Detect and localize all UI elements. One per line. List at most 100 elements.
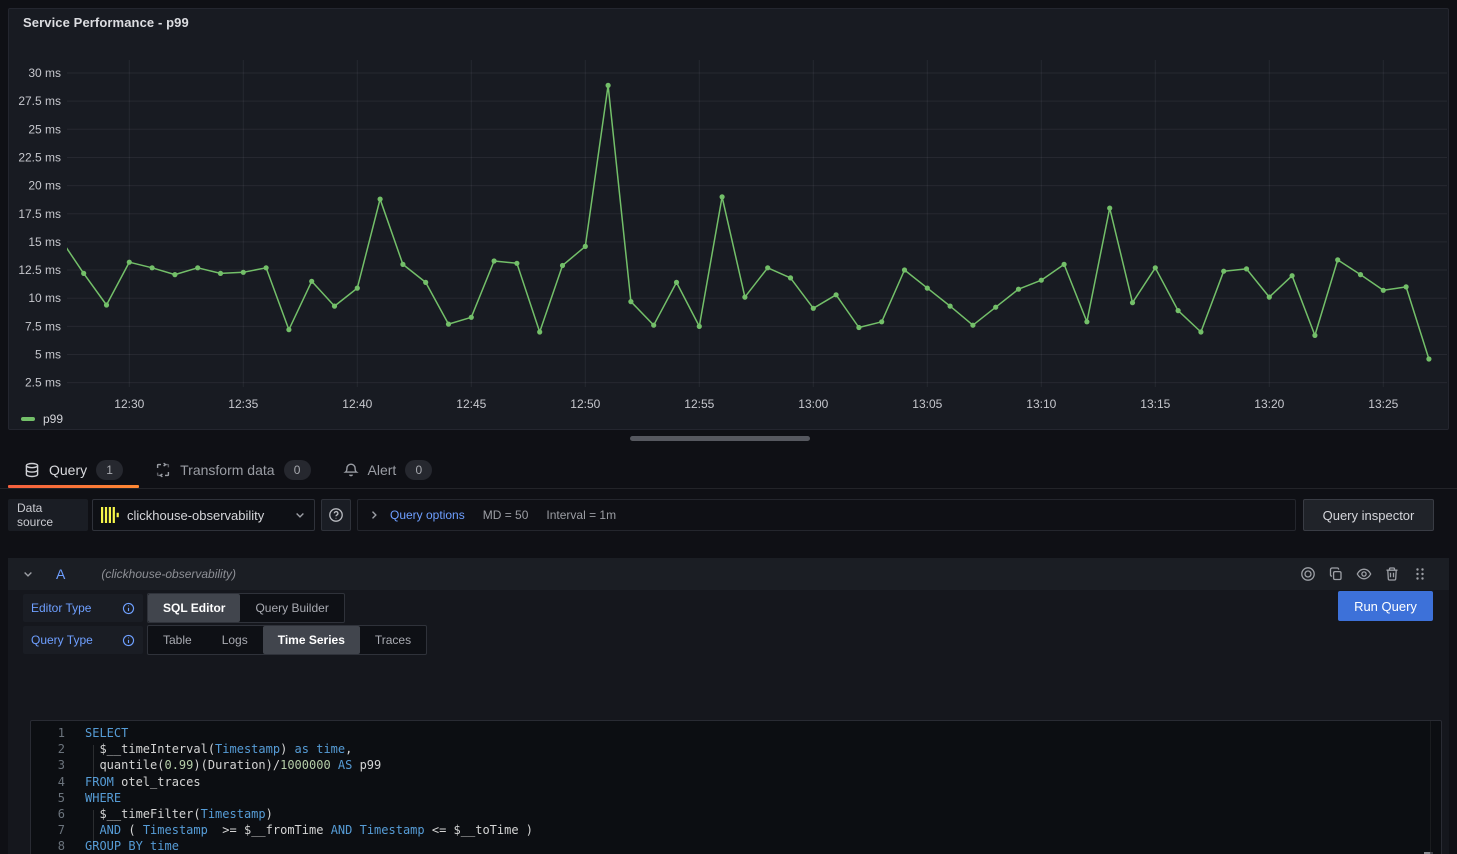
tab-query-label: Query xyxy=(49,462,87,478)
info-circle-icon[interactable] xyxy=(122,634,135,647)
drag-handle-icon[interactable] xyxy=(1411,566,1429,582)
data-point[interactable] xyxy=(332,304,337,309)
sql-line-3[interactable]: 3 quantile(0.99)(Duration)/1000000 AS p9… xyxy=(31,757,1441,773)
hide-response-icon[interactable] xyxy=(1355,566,1373,582)
data-point[interactable] xyxy=(104,302,109,307)
data-point[interactable] xyxy=(765,265,770,270)
data-point[interactable] xyxy=(583,244,588,249)
data-point[interactable] xyxy=(492,258,497,263)
sql-line-1[interactable]: 1SELECT xyxy=(31,725,1441,741)
data-point[interactable] xyxy=(811,306,816,311)
data-point[interactable] xyxy=(1176,308,1181,313)
data-point[interactable] xyxy=(902,267,907,272)
data-point[interactable] xyxy=(309,279,314,284)
query-ref-id[interactable]: A xyxy=(56,566,65,582)
legend-item-p99[interactable]: p99 xyxy=(21,412,63,426)
data-point[interactable] xyxy=(1381,288,1386,293)
data-point[interactable] xyxy=(720,194,725,199)
sql-line-8[interactable]: 8GROUP BY time xyxy=(31,838,1441,854)
data-point[interactable] xyxy=(1198,329,1203,334)
data-point[interactable] xyxy=(423,280,428,285)
data-point[interactable] xyxy=(1221,269,1226,274)
data-point[interactable] xyxy=(514,261,519,266)
data-point[interactable] xyxy=(127,260,132,265)
data-point[interactable] xyxy=(560,263,565,268)
data-point[interactable] xyxy=(469,315,474,320)
editor-scrollbar-track[interactable] xyxy=(1430,721,1431,854)
datasource-help-button[interactable] xyxy=(321,499,351,531)
data-point[interactable] xyxy=(1426,356,1431,361)
data-point[interactable] xyxy=(1016,287,1021,292)
query-options-section[interactable]: Query options MD = 50 Interval = 1m xyxy=(357,499,1296,531)
sql-line-5[interactable]: 5WHERE xyxy=(31,790,1441,806)
sql-line-6[interactable]: 6 $__timeFilter(Timestamp) xyxy=(31,806,1441,822)
info-circle-icon[interactable] xyxy=(122,602,135,615)
data-point[interactable] xyxy=(218,271,223,276)
data-point[interactable] xyxy=(1084,319,1089,324)
data-point[interactable] xyxy=(993,305,998,310)
data-point[interactable] xyxy=(150,265,155,270)
data-point[interactable] xyxy=(742,295,747,300)
data-point[interactable] xyxy=(286,327,291,332)
data-point[interactable] xyxy=(788,275,793,280)
run-query-button[interactable]: Run Query xyxy=(1338,591,1433,621)
data-point[interactable] xyxy=(697,324,702,329)
data-point[interactable] xyxy=(446,322,451,327)
data-point[interactable] xyxy=(1404,284,1409,289)
query-options-link[interactable]: Query options xyxy=(390,508,465,522)
data-point[interactable] xyxy=(1039,278,1044,283)
data-point[interactable] xyxy=(651,323,656,328)
tab-alert[interactable]: Alert 0 xyxy=(327,452,449,488)
sql-editor[interactable]: 1SELECT2 $__timeInterval(Timestamp) as t… xyxy=(30,720,1442,854)
x-axis-tick-label: 13:25 xyxy=(1368,397,1398,411)
data-point[interactable] xyxy=(172,272,177,277)
query-type-traces[interactable]: Traces xyxy=(360,626,426,654)
data-point[interactable] xyxy=(1267,295,1272,300)
horizontal-scrollbar-thumb[interactable] xyxy=(630,436,810,441)
query-type-logs[interactable]: Logs xyxy=(207,626,263,654)
datasource-picker[interactable]: clickhouse-observability xyxy=(92,499,315,531)
data-point[interactable] xyxy=(195,265,200,270)
query-row-header[interactable]: A (clickhouse-observability) xyxy=(8,558,1449,590)
data-point[interactable] xyxy=(879,319,884,324)
data-point[interactable] xyxy=(948,304,953,309)
data-point[interactable] xyxy=(628,299,633,304)
data-point[interactable] xyxy=(1153,265,1158,270)
data-point[interactable] xyxy=(970,323,975,328)
data-point[interactable] xyxy=(81,271,86,276)
data-point[interactable] xyxy=(674,280,679,285)
data-point[interactable] xyxy=(1130,300,1135,305)
data-point[interactable] xyxy=(1312,333,1317,338)
query-type-time-series[interactable]: Time Series xyxy=(263,626,360,654)
data-point[interactable] xyxy=(1062,262,1067,267)
data-point[interactable] xyxy=(606,83,611,88)
tab-query[interactable]: Query 1 xyxy=(8,452,139,488)
data-point[interactable] xyxy=(1290,273,1295,278)
tab-transform-data[interactable]: Transform data 0 xyxy=(139,452,326,488)
data-point[interactable] xyxy=(537,329,542,334)
sql-line-7[interactable]: 7 AND ( Timestamp >= $__fromTime AND Tim… xyxy=(31,822,1441,838)
duplicate-query-icon[interactable] xyxy=(1327,566,1345,582)
data-point[interactable] xyxy=(264,265,269,270)
data-point[interactable] xyxy=(1335,257,1340,262)
data-point[interactable] xyxy=(355,286,360,291)
data-point[interactable] xyxy=(925,286,930,291)
editor-type-query-builder[interactable]: Query Builder xyxy=(240,594,343,622)
query-type-table[interactable]: Table xyxy=(148,626,207,654)
sql-line-4[interactable]: 4FROM otel_traces xyxy=(31,774,1441,790)
remove-query-icon[interactable] xyxy=(1383,566,1401,582)
disable-query-icon[interactable] xyxy=(1299,566,1317,582)
data-point[interactable] xyxy=(834,292,839,297)
data-point[interactable] xyxy=(1107,206,1112,211)
data-point[interactable] xyxy=(241,270,246,275)
data-point[interactable] xyxy=(378,197,383,202)
data-point[interactable] xyxy=(1244,266,1249,271)
chevron-down-icon[interactable] xyxy=(22,568,34,580)
data-point[interactable] xyxy=(1358,272,1363,277)
timeseries-chart[interactable]: 30 ms27.5 ms25 ms22.5 ms20 ms17.5 ms15 m… xyxy=(9,9,1450,431)
sql-line-2[interactable]: 2 $__timeInterval(Timestamp) as time, xyxy=(31,741,1441,757)
data-point[interactable] xyxy=(856,325,861,330)
query-inspector-button[interactable]: Query inspector xyxy=(1303,499,1434,531)
data-point[interactable] xyxy=(400,262,405,267)
editor-type-sql-editor[interactable]: SQL Editor xyxy=(148,594,240,622)
